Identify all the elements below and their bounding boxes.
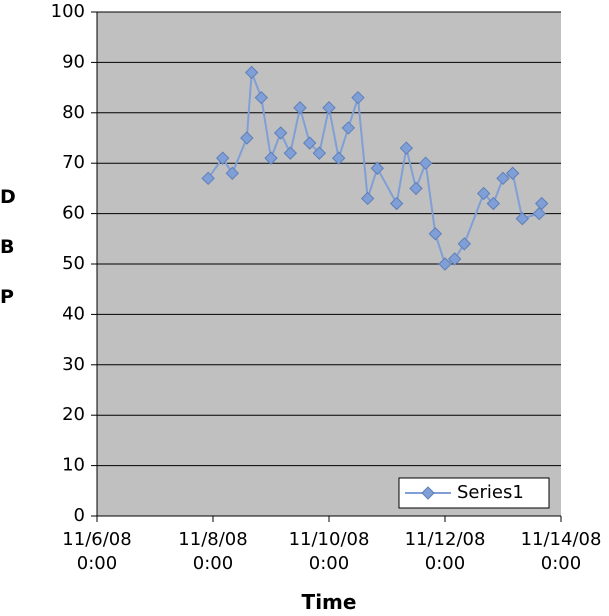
data-point	[438, 257, 452, 271]
data-point	[457, 237, 472, 251]
data-point	[447, 252, 462, 266]
data-point	[254, 90, 269, 105]
x-tick-label: 11/8/08 0:00	[178, 529, 248, 574]
x-tick-label: 11/12/08 0:00	[404, 529, 486, 574]
data-point	[496, 171, 510, 186]
y-tick-label: 0	[74, 505, 85, 526]
data-point	[201, 171, 215, 186]
data-point	[515, 211, 530, 226]
data-point	[225, 166, 240, 180]
legend: Series1	[398, 477, 550, 509]
data-point	[370, 161, 385, 175]
data-point	[341, 121, 356, 135]
data-point	[399, 141, 414, 155]
x-axis-label: Time	[301, 590, 357, 614]
x-tick-label: 11/14/08 0:00	[520, 529, 602, 574]
data-point	[283, 146, 298, 160]
data-point	[360, 191, 375, 206]
data-point	[409, 181, 423, 196]
data-point	[505, 166, 520, 180]
data-point	[428, 227, 443, 241]
data-point	[322, 101, 336, 115]
y-tick-label: 60	[62, 203, 85, 224]
legend-marker	[421, 486, 435, 500]
y-tick-label: 40	[62, 303, 85, 324]
y-tick-label: 50	[62, 253, 85, 274]
data-point	[215, 151, 230, 165]
legend-label: Series1	[457, 482, 524, 503]
data-point	[389, 196, 404, 211]
x-tick-label: 11/10/08 0:00	[288, 529, 370, 574]
data-point	[293, 101, 307, 115]
data-point	[486, 196, 501, 211]
x-tick-label: 11/6/08 0:00	[62, 529, 132, 574]
y-axis-label: DBP	[0, 186, 16, 308]
data-point	[532, 206, 546, 221]
y-tick-label: 20	[62, 404, 85, 425]
y-tick-label: 10	[62, 455, 85, 476]
y-tick-label: 30	[62, 354, 85, 375]
data-point	[264, 151, 278, 165]
data-point	[244, 65, 259, 80]
y-tick-label: 100	[51, 1, 85, 22]
data-point	[351, 90, 365, 105]
data-point	[302, 136, 317, 150]
data-point	[240, 131, 254, 145]
data-point	[418, 156, 433, 170]
data-point	[312, 146, 327, 160]
y-tick-label: 80	[62, 102, 85, 123]
y-tick-label: 90	[62, 51, 85, 72]
data-point	[331, 151, 346, 165]
data-point	[273, 126, 288, 140]
data-point	[534, 196, 549, 211]
y-tick-label: 70	[62, 152, 85, 173]
data-point	[476, 186, 491, 201]
